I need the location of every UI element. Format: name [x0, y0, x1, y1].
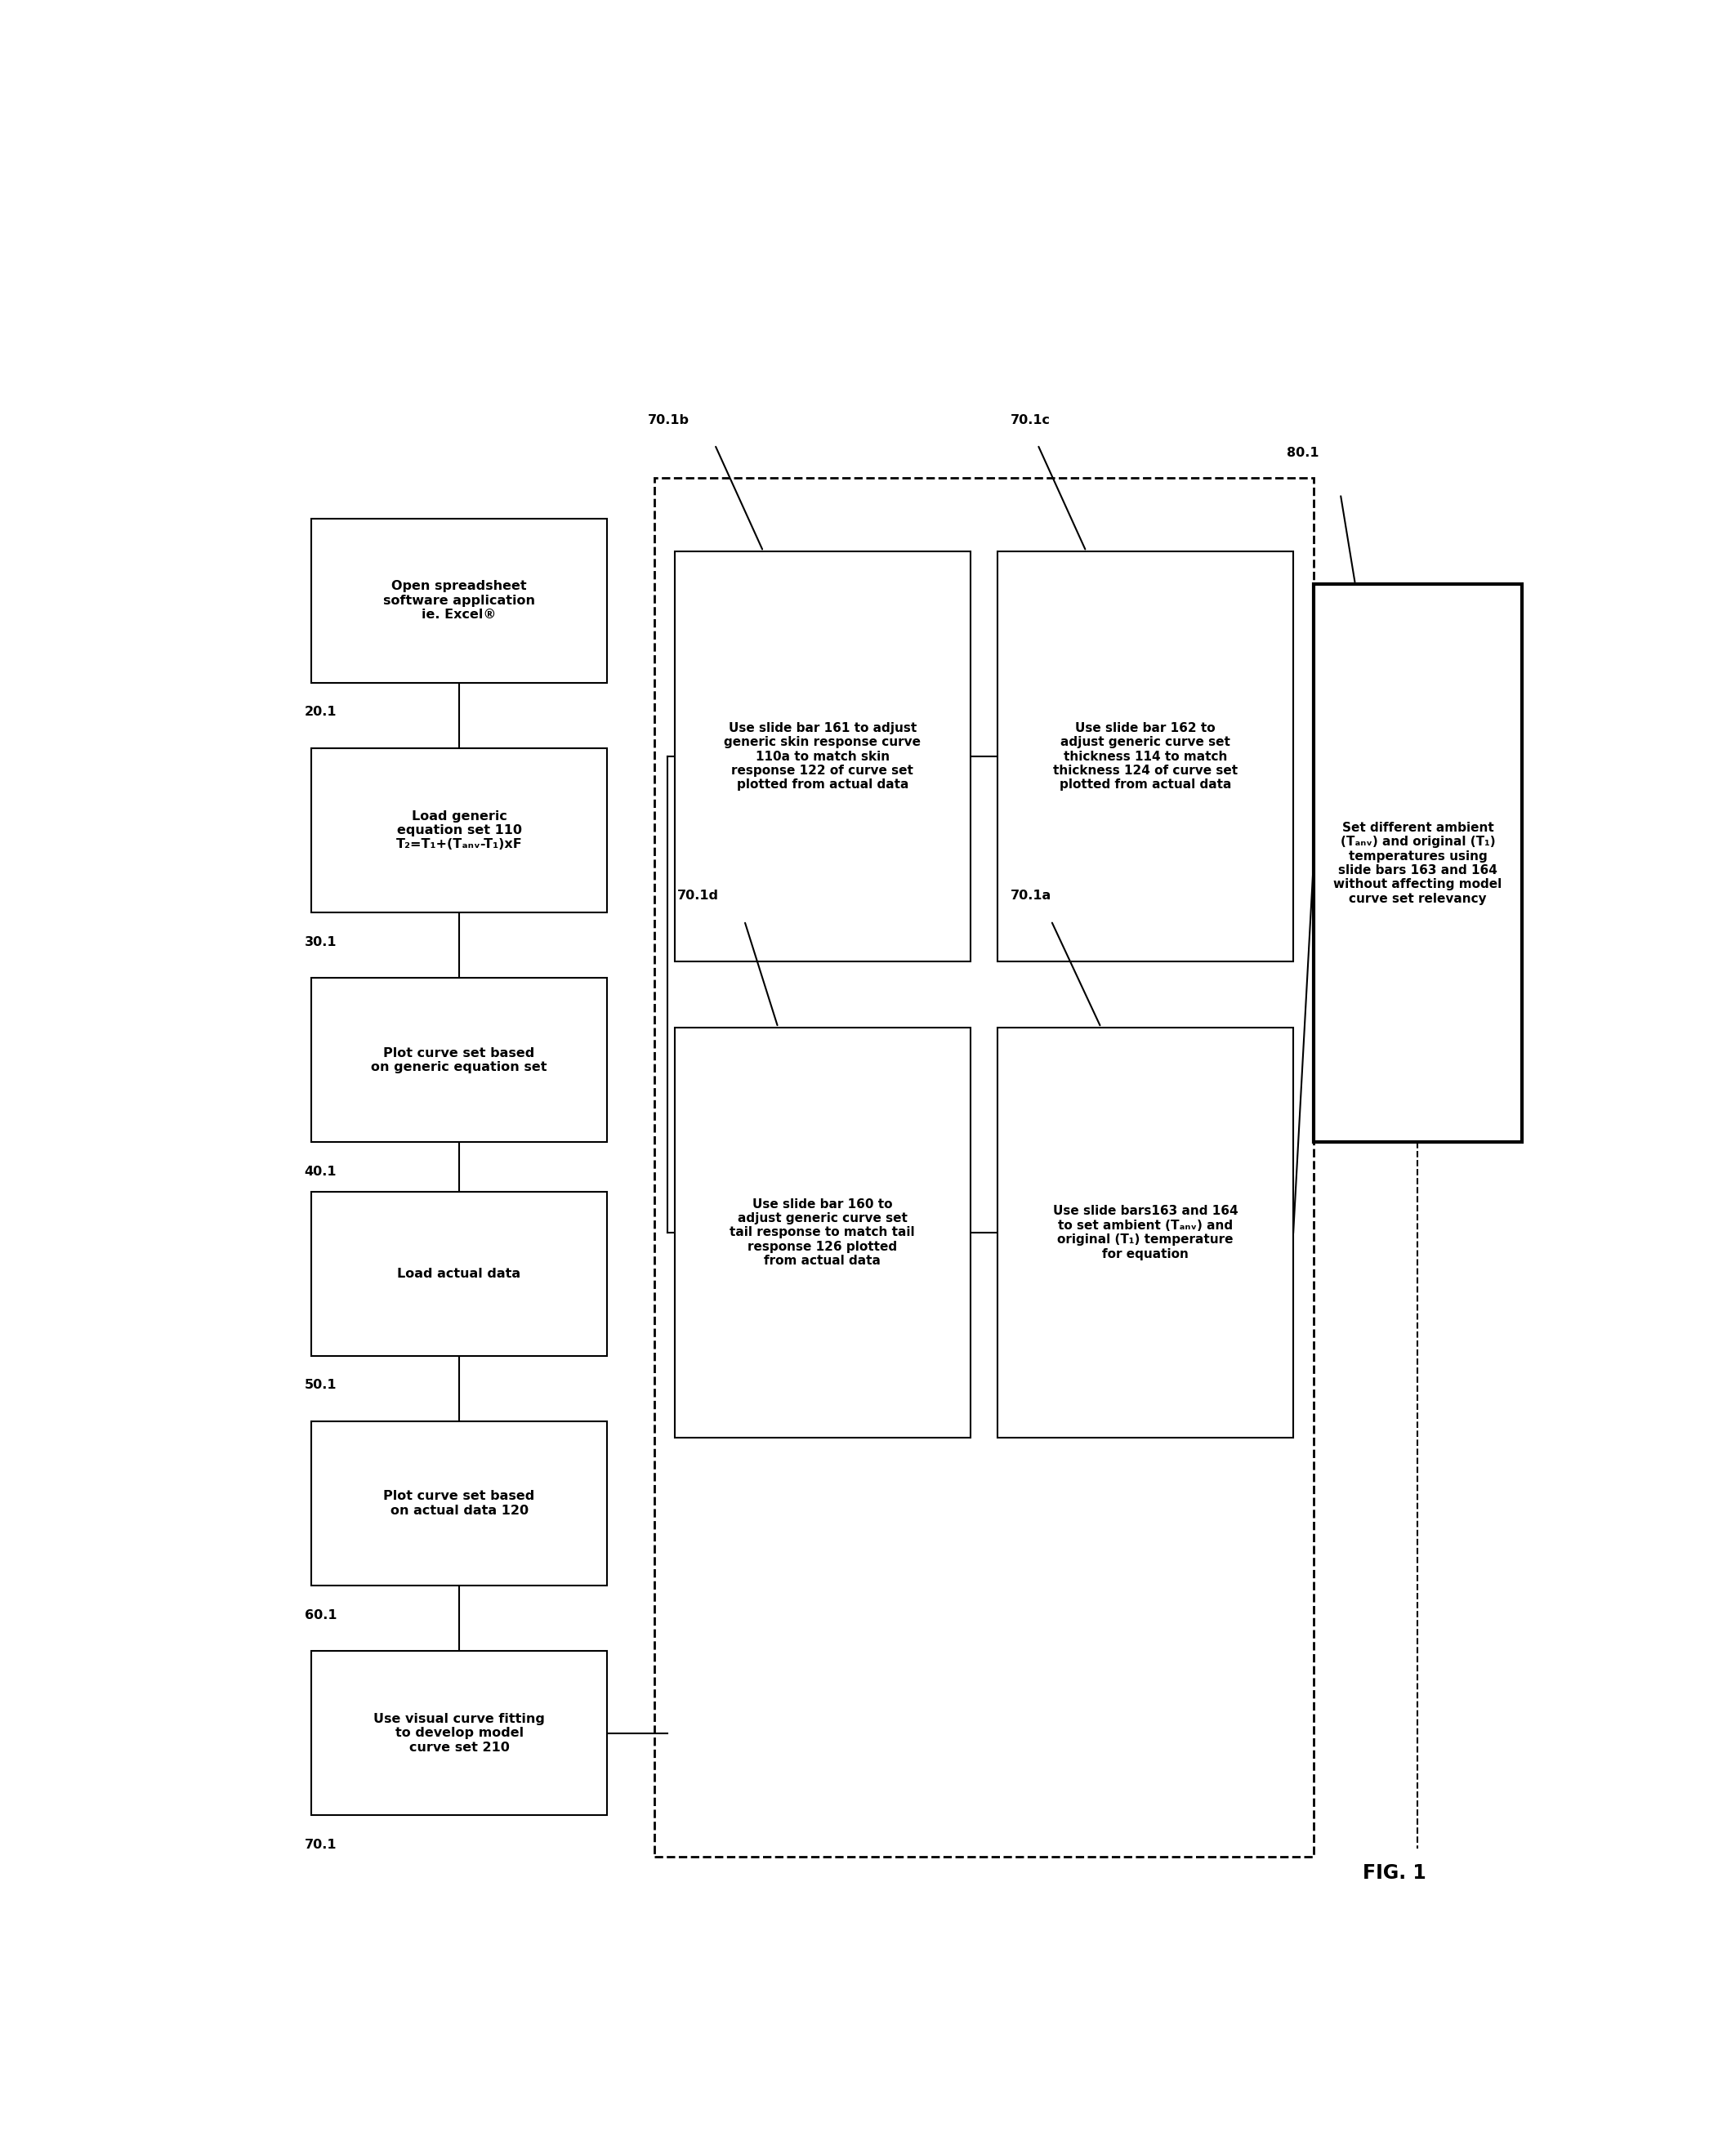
FancyBboxPatch shape — [674, 552, 970, 962]
Text: Load actual data: Load actual data — [398, 1269, 521, 1279]
FancyBboxPatch shape — [311, 1192, 608, 1356]
Text: Plot curve set based
on actual data 120: Plot curve set based on actual data 120 — [384, 1490, 535, 1516]
FancyBboxPatch shape — [311, 518, 608, 682]
Text: Use slide bar 162 to
adjust generic curve set
thickness 114 to match
thickness 1: Use slide bar 162 to adjust generic curv… — [1054, 723, 1238, 791]
Text: 50.1: 50.1 — [304, 1379, 337, 1392]
Text: Use slide bar 160 to
adjust generic curve set
tail response to match tail
respon: Use slide bar 160 to adjust generic curv… — [729, 1198, 915, 1266]
Text: 70.1b: 70.1b — [648, 414, 689, 426]
Text: 70.1d: 70.1d — [677, 889, 719, 902]
FancyBboxPatch shape — [311, 1650, 608, 1816]
FancyBboxPatch shape — [996, 1028, 1293, 1437]
FancyBboxPatch shape — [311, 1422, 608, 1586]
Text: Open spreadsheet
software application
ie. Excel®: Open spreadsheet software application ie… — [384, 580, 535, 620]
Text: Use slide bar 161 to adjust
generic skin response curve
110a to match skin
respo: Use slide bar 161 to adjust generic skin… — [724, 723, 920, 791]
Text: Use slide bars163 and 164
to set ambient (Tₐₙᵥ) and
original (T₁) temperature
fo: Use slide bars163 and 164 to set ambient… — [1052, 1205, 1238, 1260]
Text: Plot curve set based
on generic equation set: Plot curve set based on generic equation… — [372, 1047, 547, 1075]
FancyBboxPatch shape — [311, 748, 608, 912]
Text: 70.1: 70.1 — [304, 1838, 337, 1851]
Text: Set different ambient
(Tₐₙᵥ) and original (T₁)
temperatures using
slide bars 163: Set different ambient (Tₐₙᵥ) and origina… — [1333, 821, 1502, 904]
FancyBboxPatch shape — [311, 979, 608, 1143]
Text: 30.1: 30.1 — [304, 936, 337, 949]
Text: 40.1: 40.1 — [304, 1166, 337, 1179]
Bar — [654, 478, 1314, 1857]
Text: FIG. 1: FIG. 1 — [1363, 1863, 1425, 1883]
Text: 70.1c: 70.1c — [1010, 414, 1050, 426]
FancyBboxPatch shape — [996, 552, 1293, 962]
Text: Load generic
equation set 110
T₂=T₁+(Tₐₙᵥ-T₁)xF: Load generic equation set 110 T₂=T₁+(Tₐₙ… — [396, 810, 523, 851]
Text: 20.1: 20.1 — [304, 706, 337, 718]
Text: 80.1: 80.1 — [1286, 448, 1319, 458]
Text: 60.1: 60.1 — [304, 1610, 337, 1620]
FancyBboxPatch shape — [674, 1028, 970, 1437]
Text: 70.1a: 70.1a — [1010, 889, 1052, 902]
FancyBboxPatch shape — [1314, 584, 1522, 1143]
Text: Use visual curve fitting
to develop model
curve set 210: Use visual curve fitting to develop mode… — [373, 1712, 545, 1755]
